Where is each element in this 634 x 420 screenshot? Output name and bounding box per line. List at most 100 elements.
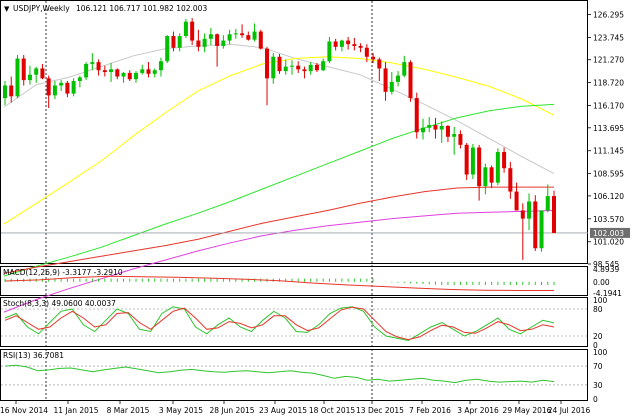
candle: [252, 23, 257, 42]
price-tick-label: 126.295: [593, 11, 624, 20]
candle: [358, 43, 363, 53]
time-tick-label: 7 Feb 2016: [409, 406, 451, 415]
candle: [134, 71, 139, 83]
candle-body: [420, 127, 425, 133]
moving-average-line-3: [3, 103, 555, 277]
candle-body: [177, 36, 182, 48]
candle: [121, 72, 126, 83]
candle: [339, 39, 344, 52]
candle: [389, 72, 394, 95]
candle: [333, 38, 338, 51]
price-tick-label: 98.545: [593, 260, 619, 269]
time-tick-label: 16 Nov 2014: [0, 406, 48, 415]
candle: [246, 31, 251, 41]
time-tick-label: 23 Aug 2015: [259, 406, 307, 415]
candle: [445, 125, 450, 143]
candle: [308, 62, 313, 75]
candle: [152, 68, 157, 78]
candle: [3, 81, 7, 106]
candle: [265, 46, 270, 106]
candle-body: [265, 48, 270, 79]
candle-body: [402, 62, 407, 76]
candle-body: [140, 69, 145, 73]
candle-body: [134, 72, 139, 80]
candle: [533, 195, 538, 251]
candle: [77, 75, 82, 88]
stoch-tick-label: 20: [593, 332, 603, 341]
stoch-main-line: [4, 306, 555, 342]
macd-label: MACD(12,26,9) -3.3177 -3.2910: [3, 268, 123, 277]
candle-body: [165, 36, 170, 62]
candle-body: [333, 41, 338, 47]
candle-body: [452, 134, 457, 137]
candle-body: [489, 167, 494, 183]
candle-body: [227, 34, 232, 41]
candle-body: [502, 152, 507, 169]
candle: [408, 60, 413, 102]
candle-body: [552, 196, 556, 233]
candle-body: [339, 40, 344, 47]
candle: [258, 29, 263, 50]
candle: [314, 63, 319, 73]
candle: [40, 63, 45, 80]
candle: [346, 36, 351, 50]
candle-body: [84, 63, 89, 78]
candle-body: [152, 70, 157, 74]
candle-body: [240, 33, 245, 36]
candle-body: [127, 72, 132, 80]
candle: [545, 184, 550, 213]
candle: [508, 161, 513, 199]
candle-body: [302, 69, 307, 72]
candle-body: [396, 75, 401, 82]
candle: [52, 81, 57, 99]
candle: [190, 18, 195, 46]
candle-body: [183, 21, 188, 37]
candle: [90, 53, 95, 71]
price-tick-label: 103.570: [593, 215, 624, 224]
stoch-series: [1, 306, 588, 342]
candle: [109, 63, 114, 82]
candle: [59, 80, 64, 91]
candle: [46, 75, 51, 108]
macd-tick-label: 0.00: [593, 278, 610, 287]
candle-body: [233, 33, 238, 35]
candle-body: [27, 74, 32, 81]
time-tick-label: 29 May 2016: [503, 406, 552, 415]
candle-body: [346, 40, 351, 45]
candle-body: [477, 147, 482, 187]
candle: [71, 78, 76, 97]
candle: [233, 28, 238, 39]
candle-body: [90, 62, 95, 64]
price-tick-label: 118.720: [593, 79, 624, 88]
rsi-tick-label: 30: [593, 381, 603, 390]
price-tick-label: 113.695: [593, 124, 624, 133]
candle-body: [508, 168, 513, 192]
candle-body: [277, 56, 282, 72]
candle-body: [40, 68, 45, 79]
candle-body: [77, 77, 82, 82]
candle-body: [433, 125, 438, 130]
candle-body: [427, 125, 432, 128]
moving-averages: [1, 43, 588, 313]
price-tick-label: 106.120: [593, 192, 624, 201]
stoch-tick-label: 80: [593, 305, 603, 314]
time-tick-label: 13 Dec 2015: [356, 406, 404, 415]
candle-body: [171, 36, 176, 48]
candle: [402, 55, 407, 78]
current-price-label: 102.003: [593, 229, 624, 238]
candle-body: [383, 68, 388, 92]
candle: [208, 27, 213, 46]
candle-body: [314, 64, 319, 71]
axis-labels: 126.295 123.745 121.270 118.720 116.170 113.6…: [0, 11, 630, 415]
candle: [165, 35, 170, 64]
price-tick-label: 116.170: [593, 102, 624, 111]
time-tick-label: 3 May 2015: [159, 406, 203, 415]
candle-body: [246, 35, 251, 40]
macd-signal-line: [4, 275, 554, 291]
candle: [377, 57, 382, 82]
candle-body: [258, 31, 263, 49]
moving-average-line-1: [3, 43, 555, 175]
candle: [146, 62, 151, 78]
price-tick-label: 108.595: [593, 170, 624, 179]
